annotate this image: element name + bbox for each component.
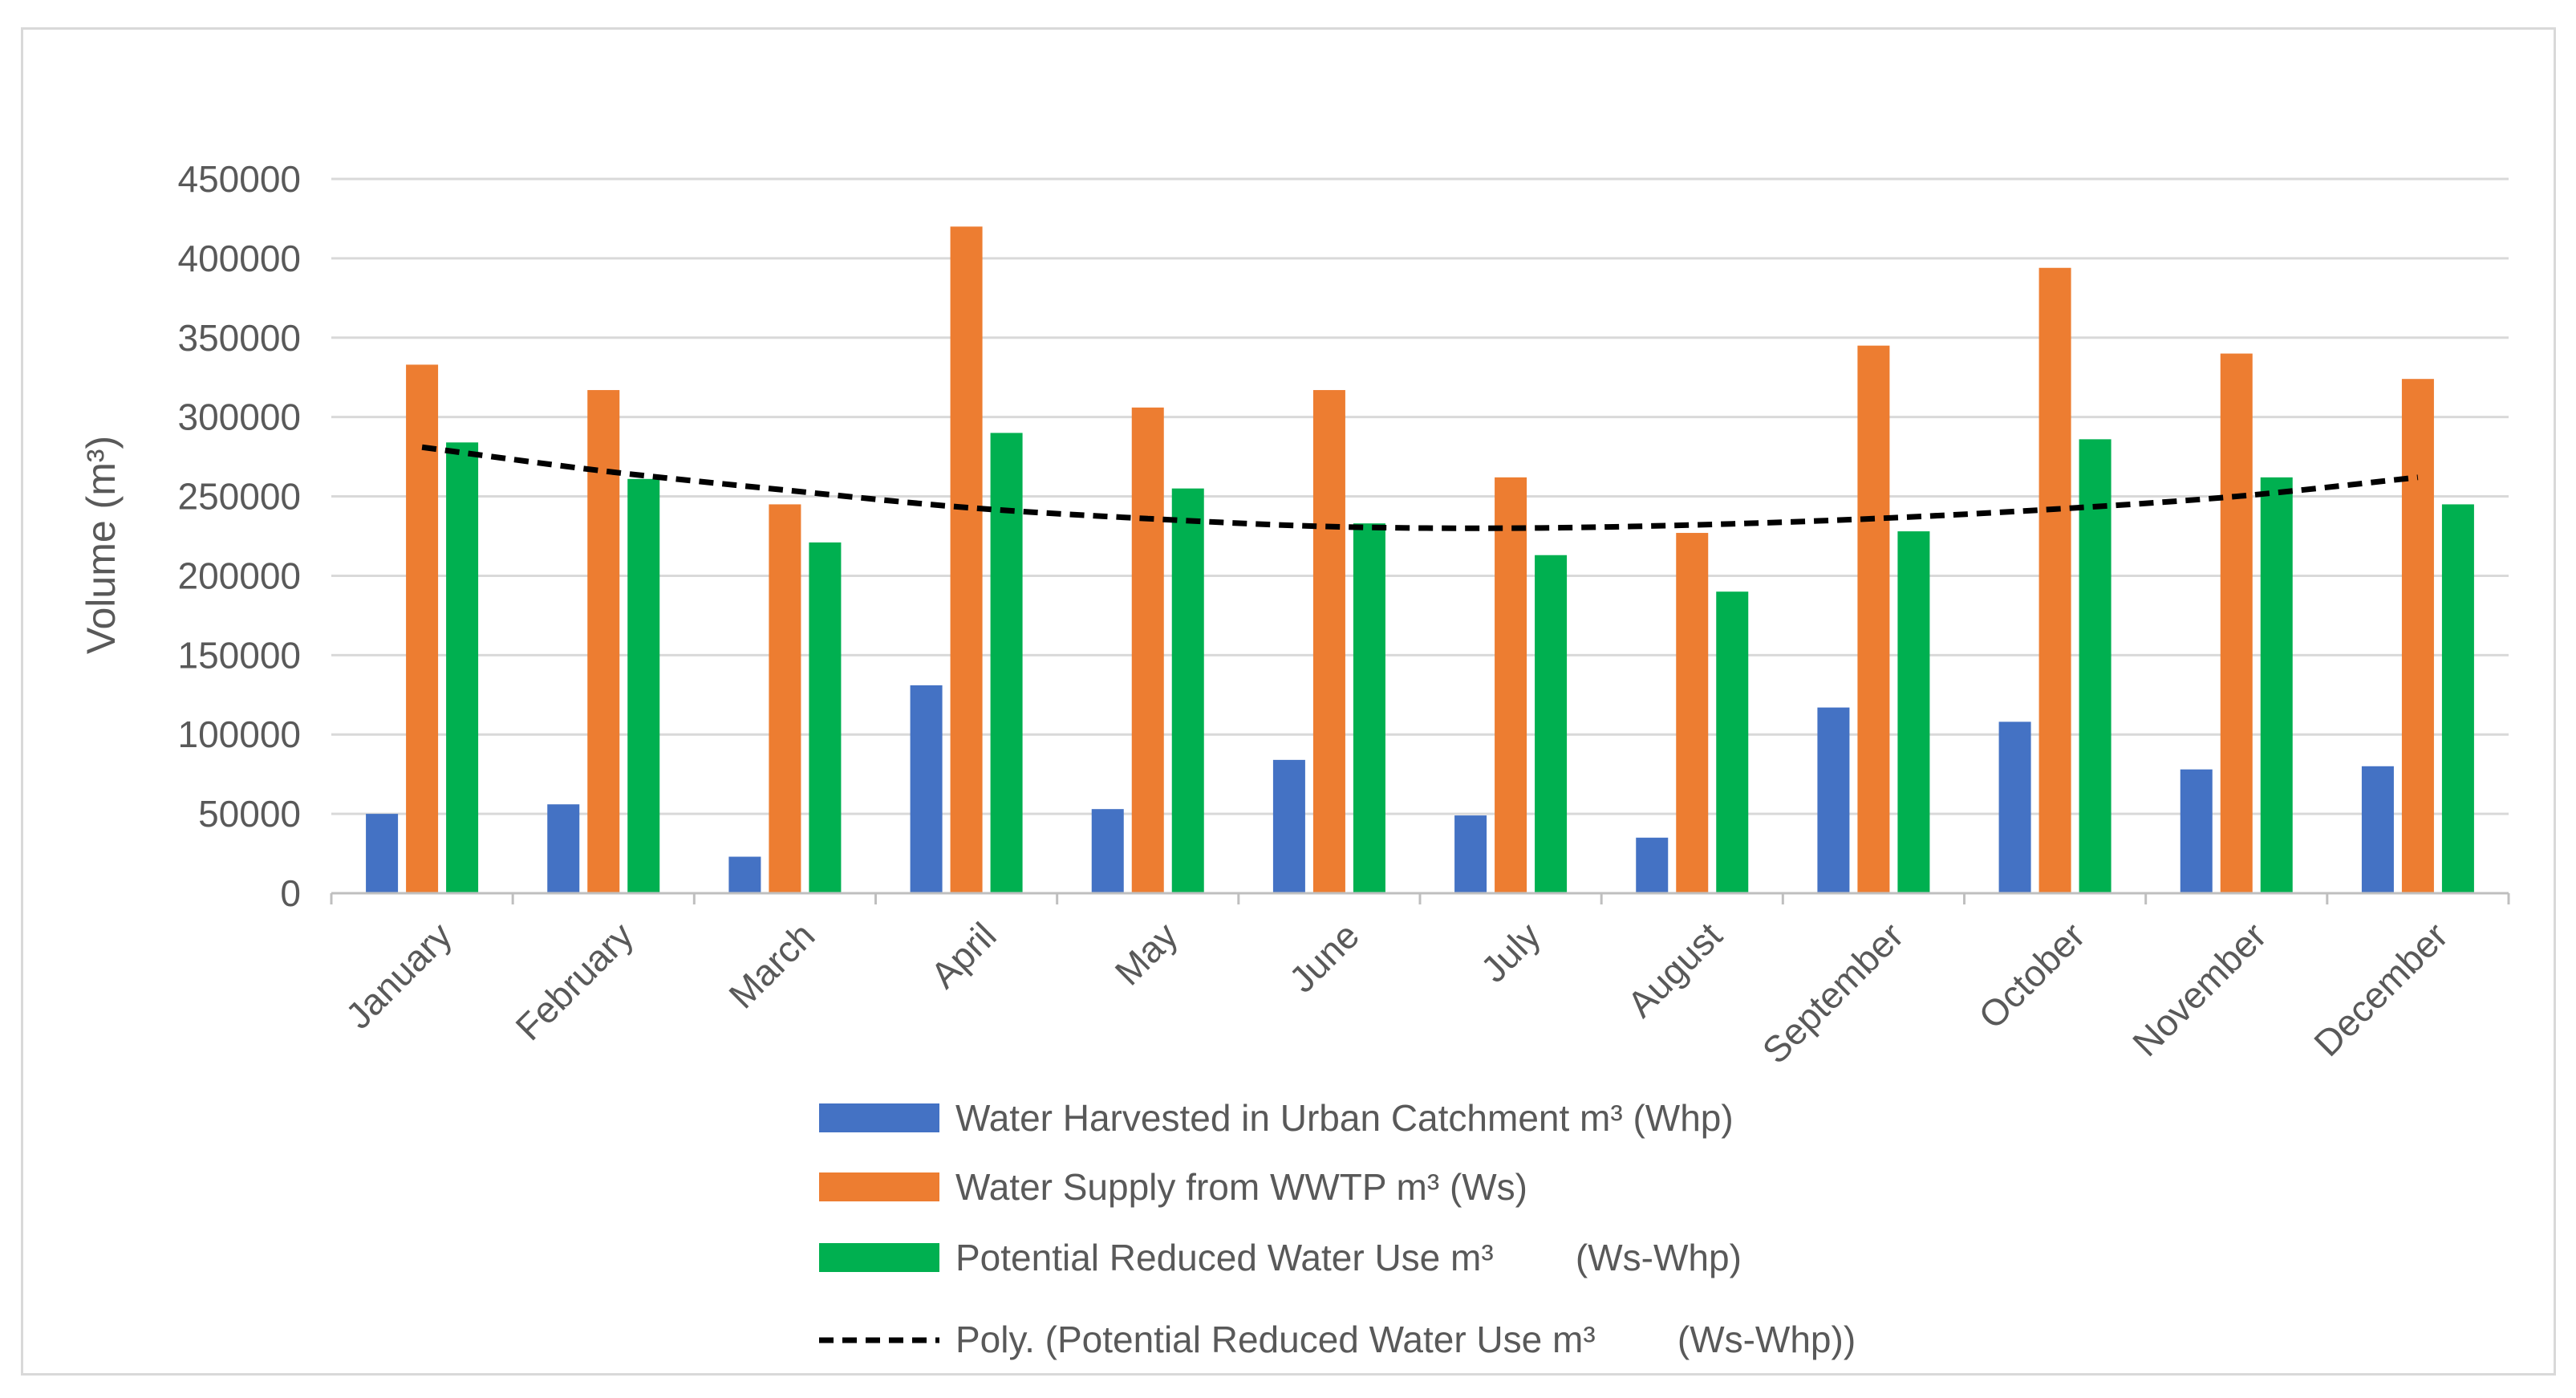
bar-supply xyxy=(1495,477,1527,893)
y-tick-label: 150000 xyxy=(178,634,302,676)
bars xyxy=(366,226,2474,894)
bar-supply xyxy=(587,390,620,893)
x-tick-label: September xyxy=(1755,914,1912,1071)
bar-harvested xyxy=(728,856,761,893)
y-tick-label: 50000 xyxy=(198,793,301,835)
legend-swatch-supply xyxy=(819,1172,939,1201)
legend-item-trendline: Poly. (Potential Reduced Water Use m³ (W… xyxy=(819,1319,1856,1360)
legend-swatch-reduced xyxy=(819,1243,939,1272)
x-tick-label: June xyxy=(1281,914,1367,1000)
x-tick-label: March xyxy=(720,914,822,1016)
bar-reduced xyxy=(1716,591,1749,893)
x-tick-label: July xyxy=(1473,914,1549,990)
legend-item-harvested: Water Harvested in Urban Catchment m³ (W… xyxy=(819,1097,1734,1139)
bar-reduced xyxy=(1353,523,1385,893)
bar-harvested xyxy=(2361,766,2394,893)
bar-reduced xyxy=(1171,488,1204,893)
x-tick-label: August xyxy=(1619,914,1730,1025)
bar-reduced xyxy=(1535,555,1568,893)
bar-reduced xyxy=(2079,439,2112,893)
bar-supply xyxy=(1312,390,1345,893)
gridlines xyxy=(331,177,2509,815)
y-tick-label: 100000 xyxy=(178,713,302,755)
y-axis-title: Volume (m³) xyxy=(79,436,124,654)
y-tick-label: 200000 xyxy=(178,555,302,596)
x-tick-labels: January February March April May June July Augu… xyxy=(338,914,2456,1071)
bar-supply xyxy=(950,226,983,893)
bar-harvested xyxy=(1454,815,1487,893)
x-tick-label: December xyxy=(2306,914,2456,1064)
bar-supply xyxy=(2401,379,2434,893)
y-tick-label: 350000 xyxy=(178,317,302,359)
x-tick-label: February xyxy=(507,914,641,1048)
bar-reduced xyxy=(990,433,1023,893)
y-tick-label: 450000 xyxy=(178,158,302,200)
y-tick-label: 0 xyxy=(280,872,301,914)
y-tick-label: 400000 xyxy=(178,238,302,279)
legend-label-trendline: Poly. (Potential Reduced Water Use m³ (W… xyxy=(955,1319,1856,1360)
trendline-layer xyxy=(421,444,2419,531)
bar-supply xyxy=(2038,267,2071,893)
x-tick-label: May xyxy=(1107,914,1186,993)
chart-svg: 0 50000 100000 150000 200000 250000 300000 3500… xyxy=(79,158,2510,1360)
legend-label-supply: Water Supply from WWTP m³ (Ws) xyxy=(955,1166,1527,1208)
bar-reduced xyxy=(809,542,842,893)
bar-supply xyxy=(406,364,439,893)
bar-supply xyxy=(1131,407,1164,893)
bar-harvested xyxy=(1091,809,1124,893)
bar-supply xyxy=(2220,353,2253,893)
y-tick-labels: 0 50000 100000 150000 200000 250000 300000 3500… xyxy=(178,158,302,914)
trendline xyxy=(421,444,2419,531)
bar-reduced xyxy=(1897,531,1930,893)
bar-supply xyxy=(769,504,801,893)
bar-harvested xyxy=(1636,837,1669,893)
bar-supply xyxy=(1857,345,1890,894)
bar-harvested xyxy=(910,685,943,893)
x-tick-label: November xyxy=(2124,914,2274,1064)
bar-reduced xyxy=(2260,477,2293,893)
bar-harvested xyxy=(547,804,580,893)
bar-reduced xyxy=(627,478,660,893)
chart-frame: 0 50000 100000 150000 200000 250000 300000 3500… xyxy=(21,27,2556,1376)
x-tick-label: April xyxy=(923,914,1004,996)
bar-harvested xyxy=(2180,769,2213,893)
bar-harvested xyxy=(366,814,399,893)
bar-harvested xyxy=(1817,707,1850,893)
x-tick-label: January xyxy=(338,914,460,1036)
x-axis xyxy=(330,892,2510,904)
bar-harvested xyxy=(1272,759,1305,893)
legend-label-harvested: Water Harvested in Urban Catchment m³ (W… xyxy=(955,1097,1734,1139)
y-tick-label: 300000 xyxy=(178,396,302,438)
x-tick-label: October xyxy=(1970,914,2092,1036)
bar-reduced xyxy=(446,442,479,893)
legend-label-reduced: Potential Reduced Water Use m³ (Ws-Whp) xyxy=(955,1237,1742,1278)
legend-swatch-harvested xyxy=(819,1103,939,1132)
legend: Water Harvested in Urban Catchment m³ (W… xyxy=(819,1097,1856,1360)
y-tick-label: 250000 xyxy=(178,476,302,518)
bar-harvested xyxy=(1998,721,2031,893)
bar-supply xyxy=(1676,533,1709,893)
bar-reduced xyxy=(2441,504,2474,893)
legend-item-reduced: Potential Reduced Water Use m³ (Ws-Whp) xyxy=(819,1237,1742,1278)
legend-item-supply: Water Supply from WWTP m³ (Ws) xyxy=(819,1166,1527,1208)
